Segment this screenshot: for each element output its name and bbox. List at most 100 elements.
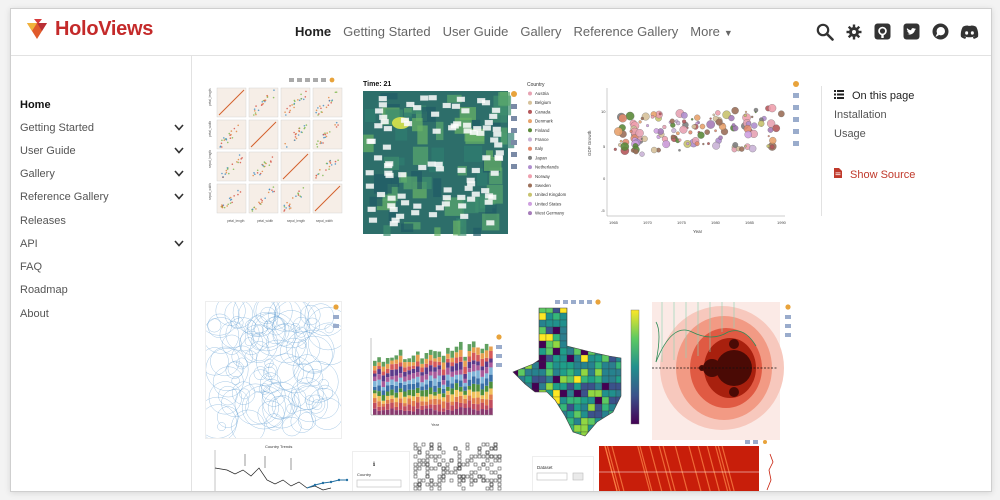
heatmap-label (367, 138, 376, 144)
sidebar-item-releases[interactable]: Releases (20, 215, 188, 227)
bar-segment (381, 390, 386, 396)
bar-segment (424, 358, 429, 364)
github-icon[interactable] (873, 22, 892, 41)
county-cell (538, 354, 547, 363)
sidebar-item-getting-started[interactable]: Getting Started (20, 122, 188, 134)
sidebar-item-faq[interactable]: FAQ (20, 261, 188, 273)
chevron-down-icon[interactable] (174, 239, 184, 250)
gallery-thumb-grid-walk[interactable] (412, 441, 512, 491)
bar-segment (407, 370, 411, 375)
gdp-point (769, 136, 777, 145)
sidebar-item-api[interactable]: API (20, 238, 188, 250)
toc-link-usage[interactable]: Usage (834, 128, 866, 140)
splom-point (286, 201, 288, 204)
toc-link-installation[interactable]: Installation (834, 109, 887, 121)
nav-home[interactable]: Home (295, 24, 332, 39)
county-cell (513, 333, 519, 342)
gallery-thumb-splom[interactable]: petal_length petal_width sepal_length se… (205, 76, 351, 224)
county-cell (538, 319, 547, 328)
chevron-down-icon[interactable] (174, 123, 184, 134)
bar-segment (480, 409, 485, 415)
bar-segment (433, 361, 437, 368)
grid-cell (453, 470, 458, 475)
pattern-circle (255, 302, 293, 330)
gdp-toolbar[interactable] (793, 81, 799, 146)
chevron-down-icon[interactable] (174, 192, 184, 203)
nav-getting-started[interactable]: Getting Started (343, 24, 431, 39)
county-cell (580, 354, 589, 363)
nav-user-guide[interactable]: User Guide (442, 24, 509, 39)
sidebar-item-about[interactable]: About (20, 308, 188, 320)
splom-plot: petal_length petal_width sepal_length se… (208, 77, 343, 223)
grid-cell (489, 482, 494, 487)
gdp-point (744, 110, 748, 113)
heatmap-cell (422, 176, 432, 190)
county-cell (538, 340, 547, 349)
heatmap-toolbar[interactable] (511, 91, 517, 169)
browser-page: HoloViews Home Getting Started User Guid… (10, 8, 992, 492)
gallery-thumb-gdp-scatter[interactable]: Country Austria Belgium Canada Denmark Finla… (525, 76, 805, 236)
gdp-point (676, 131, 680, 136)
gdp-point (750, 115, 754, 119)
gallery-thumb-red-heatmap[interactable] (597, 440, 805, 491)
twitter-icon[interactable] (902, 22, 921, 41)
gallery-thumb-widget-b[interactable]: Dataset (532, 456, 594, 491)
gallery-thumb-heatmap[interactable]: Time: 21 (361, 76, 521, 236)
chevron-down-icon[interactable] (174, 169, 184, 180)
grid-cell (497, 454, 502, 459)
gdp-point (690, 118, 694, 121)
gallery-thumb-timeline[interactable]: Country Trends (205, 440, 375, 491)
discourse-icon[interactable] (931, 22, 950, 41)
heatmap-label (457, 167, 466, 174)
nav-reference-gallery[interactable]: Reference Gallery (573, 24, 679, 39)
county-cell (552, 354, 561, 363)
grid-cell (477, 474, 482, 479)
heatmap-cell (391, 176, 400, 187)
splom-point (293, 99, 296, 102)
search-icon[interactable] (815, 22, 834, 41)
gallery-thumb-circle-pattern[interactable] (205, 301, 342, 439)
legend-marker (528, 100, 532, 105)
bar-segment (390, 384, 394, 390)
sidebar-item-gallery[interactable]: Gallery (20, 168, 188, 180)
splom-cell (312, 119, 343, 150)
holoviews-logo[interactable]: HoloViews (25, 18, 153, 41)
bar-segment (373, 373, 377, 377)
county-cell (601, 375, 610, 384)
grid-cell (493, 442, 498, 447)
grid-cell (429, 446, 434, 451)
show-source-link[interactable]: Show Source (834, 168, 915, 181)
gallery-thumb-widget-a[interactable]: Country ℹ (352, 451, 410, 491)
heatmap-cell (433, 178, 442, 198)
bar-segment (407, 384, 411, 390)
bar-segment (441, 388, 446, 394)
gdp-ytick: 10 (601, 109, 606, 114)
texas-toolbar[interactable] (555, 299, 601, 305)
pattern-circle (245, 319, 256, 331)
bar-segment (407, 366, 411, 371)
county-cell (517, 424, 526, 433)
pattern-circle (293, 317, 310, 334)
gallery-thumb-stacked-bars[interactable]: Year (357, 332, 507, 437)
sidebar-item-user-guide[interactable]: User Guide (20, 145, 188, 157)
sidebar-item-home[interactable]: Home (20, 99, 188, 111)
heatmap-label (380, 118, 389, 125)
discord-icon[interactable] (960, 22, 979, 41)
gallery-thumb-texas-choropleth[interactable] (509, 296, 649, 446)
chevron-down-icon[interactable] (174, 146, 184, 157)
bar-segment (394, 355, 399, 360)
sidebar-item-reference-gallery[interactable]: Reference Gallery (20, 191, 188, 203)
nav-more-dropdown[interactable]: More ▼ (690, 24, 733, 39)
gallery-thumb-mandelbrot[interactable] (652, 302, 796, 440)
county-cell (552, 382, 561, 391)
sidebar-item-roadmap[interactable]: Roadmap (20, 284, 188, 296)
nav-gallery[interactable]: Gallery (520, 24, 562, 39)
county-cell (559, 340, 568, 349)
county-cell (517, 319, 526, 328)
bar-segment (454, 363, 459, 371)
gear-icon[interactable] (844, 22, 863, 41)
bar-segment (394, 369, 399, 376)
county-cell (559, 431, 568, 436)
splom-toolbar[interactable] (289, 77, 335, 83)
heat-streak (662, 445, 676, 491)
